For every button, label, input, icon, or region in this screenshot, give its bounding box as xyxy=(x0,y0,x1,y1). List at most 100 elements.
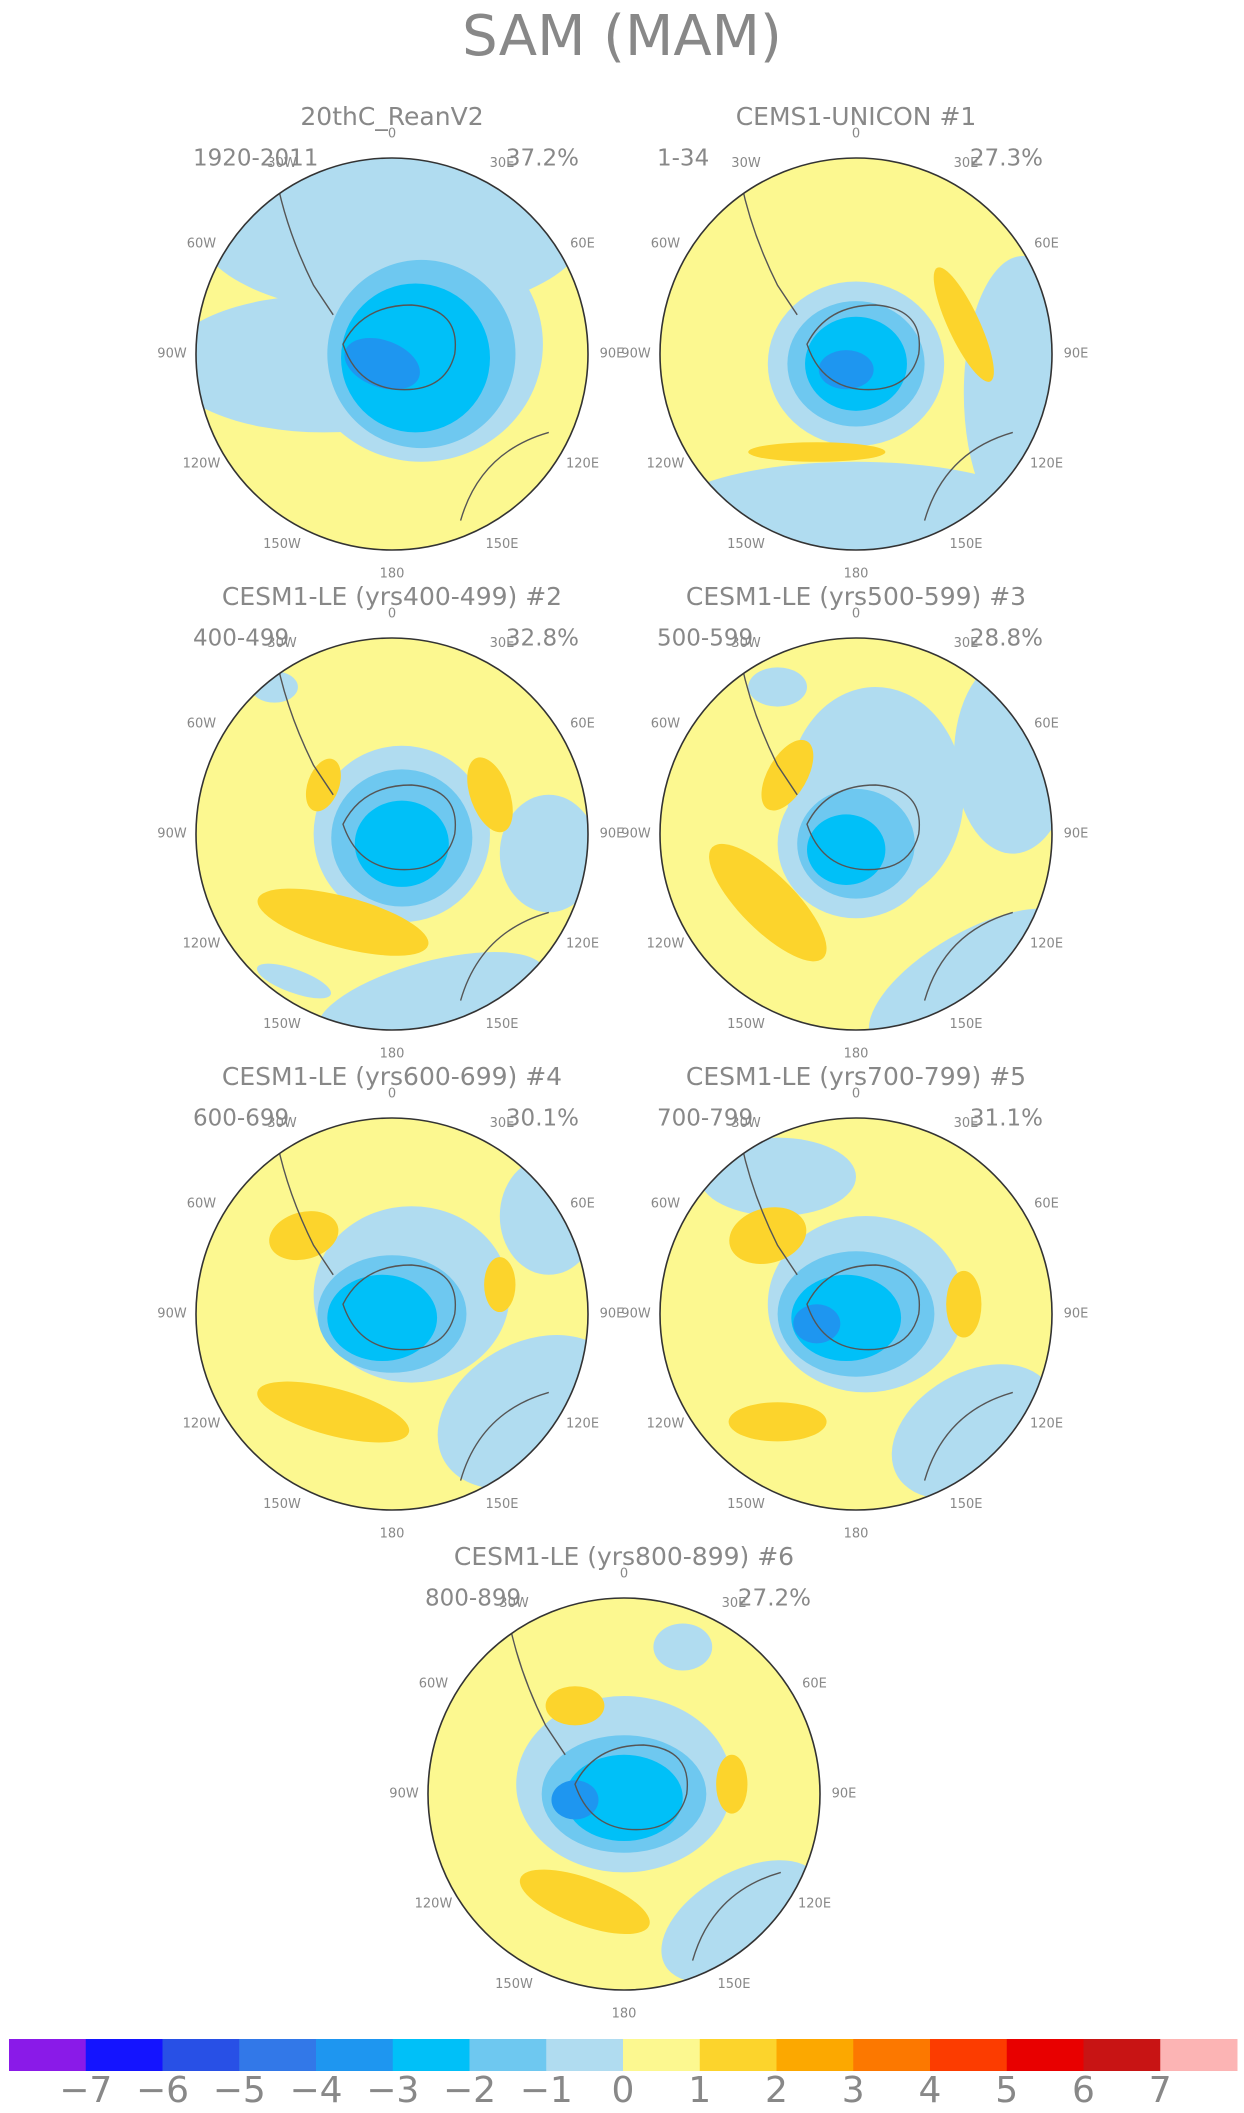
longitude-label: 60W xyxy=(651,1197,681,1212)
map-border xyxy=(659,157,1053,551)
longitude-label: 90W xyxy=(157,347,187,362)
longitude-label: 150W xyxy=(727,537,765,552)
australia-coast xyxy=(923,911,1013,1001)
colorbar-box xyxy=(239,2039,317,2071)
longitude-label: 180 xyxy=(844,1047,869,1062)
longitude-label: 120E xyxy=(566,457,599,472)
panel-variance: 27.2% xyxy=(738,1586,811,1612)
longitude-label: 90E xyxy=(600,827,625,842)
panel-title: CESM1-LE (yrs800-899) #6 xyxy=(454,1542,794,1571)
contour-region xyxy=(653,1623,713,1671)
longitude-label: 60E xyxy=(570,237,595,252)
contour-region xyxy=(954,657,1052,854)
contour-region xyxy=(305,758,341,812)
map-field xyxy=(196,638,588,1030)
panel-title: CESM1-LE (yrs700-799) #5 xyxy=(686,1062,1026,1091)
colorbar-box xyxy=(9,2039,87,2071)
contour-region xyxy=(354,800,449,887)
longitude-label: 0 xyxy=(388,607,396,622)
longitude-label: 180 xyxy=(844,567,869,582)
colorbar-box xyxy=(1083,2039,1161,2071)
panel-period: 1920-2011 xyxy=(193,146,318,172)
contour-region xyxy=(499,794,588,913)
contour-region xyxy=(250,671,298,703)
longitude-label: 120W xyxy=(647,937,685,952)
contour-region xyxy=(327,1274,438,1362)
contour-region xyxy=(551,1780,599,1820)
longitude-label: 0 xyxy=(852,1087,860,1102)
contour-region xyxy=(933,267,994,382)
contour-region xyxy=(728,1402,827,1442)
contour-region xyxy=(545,1686,605,1726)
colorbar-label: −3 xyxy=(366,2070,419,2111)
panel-period: 500-599 xyxy=(657,626,753,652)
contour-region xyxy=(257,1381,410,1443)
panel-period: 800-899 xyxy=(425,1586,521,1612)
longitude-label: 30E xyxy=(954,636,979,651)
contour-region xyxy=(748,667,807,707)
longitude-label: 0 xyxy=(620,1567,628,1582)
contour-region xyxy=(499,1157,588,1275)
panel-period: 400-499 xyxy=(193,626,289,652)
panel-variance: 32.8% xyxy=(506,626,579,652)
longitude-label: 90W xyxy=(157,827,187,842)
australia-coast xyxy=(459,1391,549,1481)
longitude-label: 60E xyxy=(570,717,595,732)
map-field xyxy=(660,1118,1052,1510)
longitude-label: 60W xyxy=(187,717,217,732)
contour-region xyxy=(484,1257,516,1313)
contour-region xyxy=(818,350,874,390)
longitude-label: 30E xyxy=(954,156,979,171)
panel-title: CEMS1-UNICON #1 xyxy=(736,102,977,131)
panel-title: CESM1-LE (yrs600-699) #4 xyxy=(222,1062,562,1091)
map-border xyxy=(659,1117,1053,1511)
longitude-label: 120E xyxy=(1030,937,1063,952)
panel-title: CESM1-LE (yrs500-599) #3 xyxy=(686,582,1026,611)
longitude-label: 60W xyxy=(651,717,681,732)
map-panel: CESM1-LE (yrs500-599) #3 500-599 28.8% 0 30E… xyxy=(621,582,1088,1062)
longitude-label: 150W xyxy=(495,1977,533,1992)
australia-coast xyxy=(691,1871,781,1961)
antarctica-coast xyxy=(806,1264,921,1351)
contour-region xyxy=(257,888,429,956)
colorbar-box xyxy=(392,2039,470,2071)
colorbar-label: 4 xyxy=(919,2070,942,2111)
map-panel: CESM1-LE (yrs700-799) #5 700-799 31.1% 0 30E… xyxy=(621,1062,1088,1542)
longitude-label: 120E xyxy=(1030,457,1063,472)
map-field xyxy=(196,158,588,550)
longitude-label: 0 xyxy=(388,1087,396,1102)
longitude-label: 60E xyxy=(1034,717,1059,732)
map-border xyxy=(195,1117,589,1511)
longitude-label: 30W xyxy=(267,156,297,171)
longitude-label: 90E xyxy=(1064,1307,1089,1322)
longitude-label: 90W xyxy=(621,347,651,362)
map-border xyxy=(195,157,589,551)
longitude-label: 90W xyxy=(621,1307,651,1322)
longitude-label: 150E xyxy=(949,1497,982,1512)
map-border xyxy=(427,1597,821,1991)
colorbar-box xyxy=(1160,2039,1238,2071)
longitude-label: 30E xyxy=(954,1116,979,1131)
longitude-label: 120E xyxy=(566,1417,599,1432)
australia-coast xyxy=(459,431,549,521)
contour-region xyxy=(256,963,332,999)
longitude-label: 60W xyxy=(187,237,217,252)
longitude-label: 60E xyxy=(1034,1197,1059,1212)
longitude-label: 60E xyxy=(1034,237,1059,252)
map-field xyxy=(660,638,1052,1030)
contour-region xyxy=(565,1754,683,1842)
longitude-label: 90E xyxy=(1064,347,1089,362)
map-panel: CESM1-LE (yrs800-899) #6 800-899 27.2% 0 30E… xyxy=(389,1542,856,2022)
contour-region xyxy=(729,1207,807,1264)
colorbar-box xyxy=(546,2039,624,2071)
longitude-label: 60E xyxy=(570,1197,595,1212)
longitude-label: 180 xyxy=(380,567,405,582)
longitude-label: 90W xyxy=(157,1307,187,1322)
colorbar-label: 6 xyxy=(1072,2070,1095,2111)
colorbar-label: 3 xyxy=(842,2070,865,2111)
contour-region xyxy=(269,1211,339,1261)
contour-region xyxy=(748,442,886,462)
contour-region xyxy=(341,283,490,433)
longitude-label: 150E xyxy=(485,537,518,552)
